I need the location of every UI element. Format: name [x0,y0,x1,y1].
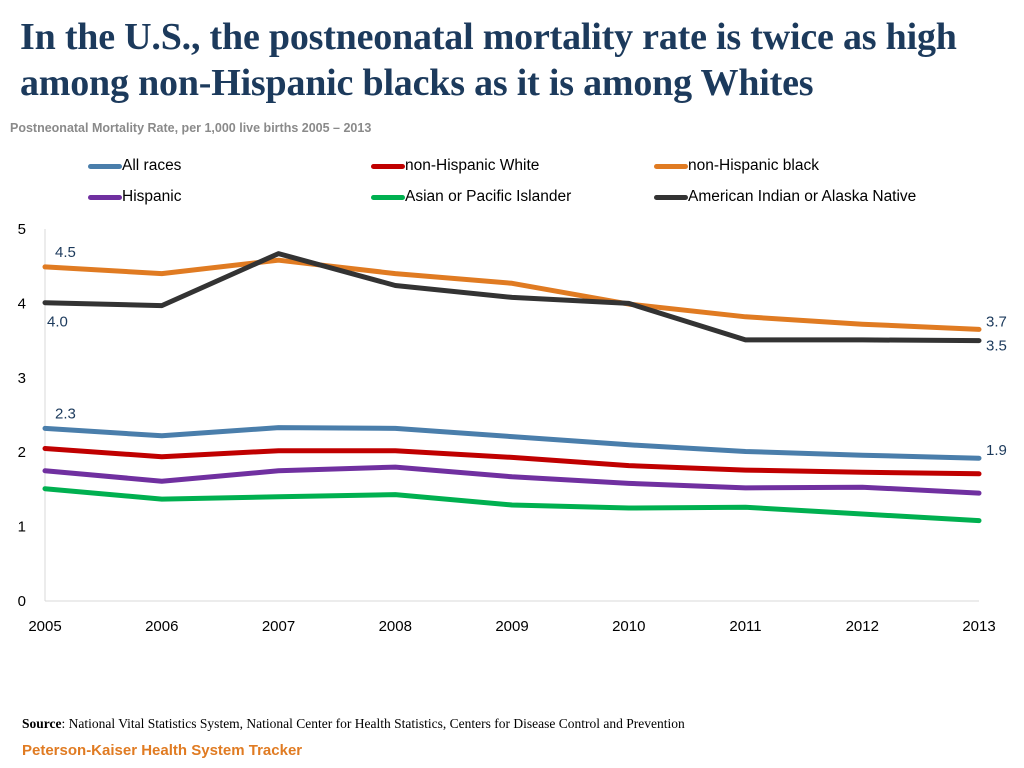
y-tick-label: 5 [18,221,26,238]
x-tick-label: 2008 [379,618,412,635]
chart-subtitle: Postneonatal Mortality Rate, per 1,000 l… [10,121,372,135]
legend-label: All races [122,157,182,174]
data-label: 4.5 [55,244,76,261]
series-line-non-hispanic-white [42,446,982,477]
legend-item-non-hispanic-black: non-Hispanic black [654,157,819,175]
x-tick-label: 2012 [846,618,879,635]
source-text: : National Vital Statistics System, Nati… [61,716,685,731]
data-label: 1.9 [986,442,1007,459]
page-title: In the U.S., the postneonatal mortality … [20,16,957,104]
x-tick-label: 2009 [495,618,528,635]
legend-label: Asian or Pacific Islander [405,188,572,205]
source-label: Source [22,716,62,731]
legend-swatch [371,194,405,200]
data-label: 4.0 [47,314,68,331]
series-line-asian-or-pacific-islander [42,486,982,524]
legend-swatch [654,163,688,169]
source-note: Source: National Vital Statistics System… [22,716,685,732]
y-tick-label: 2 [18,444,26,461]
legend-label: American Indian or Alaska Native [688,188,917,205]
x-tick-label: 2010 [612,618,645,635]
x-tick-label: 2005 [28,618,61,635]
y-tick-label: 4 [18,295,26,312]
series-line-all-races [42,425,982,461]
legend-item-asian-pacific-islander: Asian or Pacific Islander [371,188,571,206]
x-tick-label: 2011 [729,618,761,635]
series-line-american-indian-or-alaska-native [42,251,982,344]
legend-label: Hispanic [122,188,182,205]
legend-swatch [371,163,405,169]
x-tick-label: 2007 [262,618,295,635]
data-label: 3.7 [986,313,1007,330]
series-line-non-hispanic-black [42,257,982,332]
x-tick-label: 2013 [962,618,995,635]
legend-label: non-Hispanic White [405,157,540,174]
x-tick-label: 2006 [145,618,178,635]
legend-item-all-races: All races [88,157,181,175]
data-label: 2.3 [55,405,76,422]
legend-item-american-indian-alaska-native: American Indian or Alaska Native [654,188,916,206]
legend-swatch [88,163,122,169]
legend-swatch [654,194,688,200]
line-chart: 0 1 2 3 4 5 2005 2006 2007 2008 2009 2010 2011 2012 20… [18,221,1007,635]
legend-label: non-Hispanic black [688,157,819,174]
series-line-hispanic [42,464,982,496]
brand-footer: Peterson-Kaiser Health System Tracker [22,742,303,759]
y-tick-label: 0 [18,593,26,610]
y-tick-label: 3 [18,370,26,387]
legend-item-hispanic: Hispanic [88,188,181,206]
data-label: 3.5 [986,338,1007,355]
y-tick-label: 1 [18,519,26,536]
legend-item-non-hispanic-white: non-Hispanic White [371,157,539,175]
legend-swatch [88,194,122,200]
